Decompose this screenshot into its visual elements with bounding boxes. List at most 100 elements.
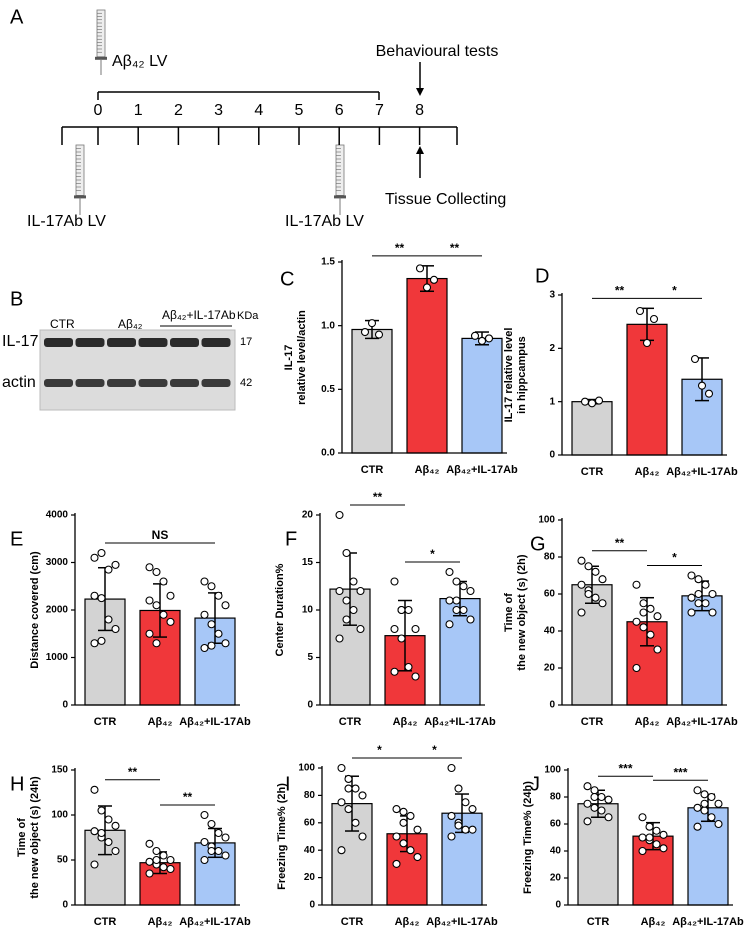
data-point (646, 604, 655, 613)
data-point (632, 663, 641, 673)
x-tick-label: Aβ₄₂ (148, 716, 173, 728)
y-tick-label: 20 (304, 872, 316, 883)
data-point (390, 667, 399, 676)
data-point (454, 821, 463, 830)
kda-title: KDa (237, 310, 259, 322)
data-point (466, 615, 475, 624)
data-point (358, 791, 367, 800)
x-tick-label: CTR (581, 716, 604, 728)
y-axis-label: Freezing Time% (2h) (276, 783, 288, 890)
data-point (166, 617, 175, 626)
data-point (152, 601, 161, 610)
tissue-label: Tissue Collecting (385, 191, 506, 208)
day-label: 2 (174, 102, 183, 119)
data-point (632, 617, 641, 626)
data-point (635, 306, 645, 316)
data-point (335, 634, 344, 643)
data-point (604, 813, 613, 822)
data-point (590, 803, 599, 812)
data-point (342, 548, 351, 558)
data-point (687, 608, 696, 617)
significance-label: ** (373, 490, 383, 504)
y-tick-label: 0 (309, 900, 315, 911)
syringe-icon (334, 144, 346, 215)
bar (406, 277, 448, 454)
data-point (159, 610, 168, 619)
data-point (580, 397, 590, 406)
antibody-label: IL-17Ab LV (285, 213, 364, 230)
syringe-plunger (95, 56, 107, 60)
y-axis-label: in hippcampus (516, 336, 528, 414)
significance-label: ** (183, 790, 193, 804)
panel-label: G (530, 533, 546, 555)
syringe-barrel (96, 9, 106, 58)
y-tick-label: 1000 (46, 652, 69, 663)
data-point (356, 624, 365, 634)
x-tick-label: CTR (361, 464, 384, 476)
data-point (468, 805, 477, 814)
data-point (104, 815, 113, 824)
data-point (97, 828, 106, 838)
data-point (687, 571, 696, 580)
x-tick-label: Aβ₄₂+IL-17Ab (179, 916, 251, 928)
data-point (214, 828, 223, 838)
y-tick-label: 80 (544, 552, 556, 563)
data-point (411, 624, 420, 634)
data-point (445, 620, 454, 629)
significance-label: ** (450, 241, 460, 255)
data-point (166, 864, 175, 874)
y-axis-label: IL-17 relative level (503, 328, 515, 423)
data-point (392, 859, 401, 868)
data-point (111, 624, 120, 634)
group-label: Aβ₄₂ (118, 317, 143, 331)
x-tick-label: CTR (341, 916, 364, 928)
data-point (159, 851, 168, 860)
data-point (447, 811, 456, 821)
x-tick-label: Aβ₄₂ (635, 466, 660, 478)
y-tick-label: 15 (302, 557, 314, 568)
y-axis-label: Distance covered (cm) (29, 551, 41, 669)
data-point (413, 825, 422, 834)
data-point (459, 605, 468, 615)
data-point (351, 818, 360, 827)
data-point (714, 819, 723, 829)
x-tick-label: CTR (581, 466, 604, 478)
data-point (645, 833, 654, 842)
data-point (221, 639, 230, 648)
data-point (90, 785, 99, 794)
data-point (452, 577, 461, 586)
data-point (587, 399, 597, 408)
data-point (459, 582, 468, 591)
data-point (447, 763, 456, 773)
significance-label: * (430, 547, 435, 561)
data-point (690, 354, 700, 364)
data-point (344, 784, 353, 793)
x-tick-label: Aβ₄₂ (635, 716, 660, 728)
y-tick-label: 100 (538, 515, 555, 526)
data-point (337, 798, 346, 807)
y-tick-label: 0 (307, 700, 313, 711)
data-point (97, 806, 106, 815)
data-point (447, 832, 456, 841)
x-tick-label: CTR (94, 716, 117, 728)
data-point (577, 608, 586, 617)
y-tick-label: 1.0 (321, 320, 335, 331)
arrow-head (416, 146, 424, 154)
y-tick-label: 0.5 (321, 384, 335, 395)
data-point (97, 548, 106, 558)
syringe-icon (95, 9, 107, 75)
y-axis-label: Freezing Time% (24h) (522, 781, 534, 894)
data-point (707, 792, 716, 802)
data-point (461, 798, 470, 807)
data-point (111, 846, 120, 856)
syringe-icon (74, 144, 86, 215)
y-axis-label: relative level/actin (296, 310, 308, 405)
data-point (452, 605, 461, 615)
kda-label: 42 (240, 377, 252, 389)
data-point (97, 594, 106, 603)
y-axis-label: Time of (503, 593, 515, 632)
data-point (639, 599, 648, 608)
data-point (349, 605, 358, 615)
data-point (104, 837, 113, 847)
